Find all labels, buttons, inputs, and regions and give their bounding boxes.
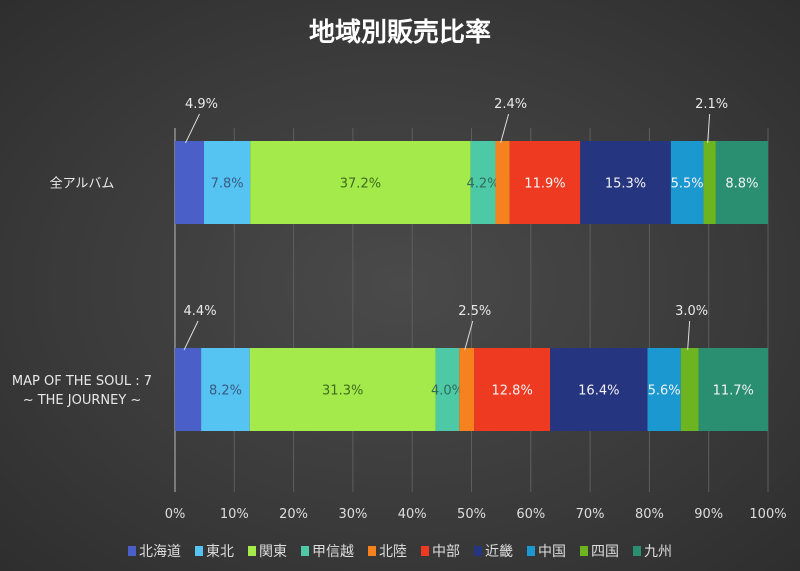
data-label: 37.2% [340,177,381,192]
legend-swatch [195,546,203,556]
data-label: 16.4% [578,384,619,399]
x-tick-label: 70% [576,507,605,522]
legend-label: 近畿 [485,544,513,560]
leader-line [707,113,711,144]
leader-line [687,320,691,351]
bar-segment-中部 [474,348,551,431]
bar-segment-北陸 [495,141,510,224]
x-tick-label: 40% [398,507,427,522]
bar-segment-九州 [698,348,768,431]
x-tick-label: 0% [165,507,186,522]
x-tick-label: 80% [635,507,664,522]
data-label: 15.3% [605,177,646,192]
bar-segment-近畿 [580,141,671,224]
bar-segment-東北 [201,348,250,431]
legend: 北海道 東北 関東 甲信越 北陸 中部 近畿 中国 四国 九州 [0,541,800,561]
data-label: 12.8% [492,384,533,399]
data-label: 2.4% [494,97,527,112]
x-tick-label: 10% [220,507,249,522]
legend-swatch [633,546,641,556]
bar-segment-近畿 [550,348,648,431]
data-label: 5.5% [671,177,704,192]
legend-label: 関東 [259,544,287,560]
legend-label: 東北 [206,544,234,560]
x-tick-label: 100% [749,507,786,522]
data-label: 11.9% [524,177,565,192]
data-label: 8.8% [725,177,758,192]
legend-item: 九州 [633,541,672,561]
legend-item: 近畿 [474,541,513,561]
data-label: 4.9% [185,97,218,112]
data-label: 4.2% [467,177,500,192]
data-label: 2.5% [458,304,491,319]
category-label: 全アルバム [50,176,115,192]
legend-item: 北海道 [128,541,181,561]
legend-item: 中部 [421,541,460,561]
legend-swatch [527,546,535,556]
bar-segment-中部 [509,141,581,224]
bar-segment-北陸 [459,348,475,431]
legend-swatch [248,546,256,556]
bar-segment-関東 [249,348,436,431]
data-label: 31.3% [322,384,363,399]
legend-label: 中部 [432,544,460,560]
legend-label: 九州 [644,544,672,560]
bar-segment-甲信越 [470,141,496,224]
x-tick-label: 90% [694,507,723,522]
leader-line [500,113,510,144]
bar-segment-四国 [703,141,716,224]
legend-label: 四国 [591,544,619,560]
bar-segment-中国 [647,348,681,431]
data-label: 7.8% [211,177,244,192]
legend-label: 中国 [538,544,566,560]
bar-segment-中国 [670,141,704,224]
leader-line [464,320,474,351]
bar-segment-北海道 [175,141,205,224]
data-label: 11.7% [713,384,754,399]
category-label: MAP OF THE SOUL : 7 [12,374,152,389]
legend-swatch [474,546,482,556]
x-tick-label: 60% [516,507,545,522]
legend-label: 北海道 [139,544,181,560]
legend-label: 甲信越 [312,544,354,560]
bar-segment-甲信越 [435,348,460,431]
legend-swatch [301,546,309,556]
legend-item: 東北 [195,541,234,561]
data-label: 3.0% [675,304,708,319]
legend-label: 北陸 [379,544,407,560]
data-label: 4.0% [431,384,464,399]
leader-line [183,320,199,351]
bar-segment-関東 [250,141,471,224]
chart-title: 地域別販売比率 [308,18,491,48]
bar-segment-東北 [204,141,251,224]
data-label: 2.1% [695,97,728,112]
x-tick-label: 20% [279,507,308,522]
legend-swatch [421,546,429,556]
legend-item: 四国 [580,541,619,561]
data-label: 8.2% [209,384,242,399]
data-label: 4.4% [184,304,217,319]
legend-swatch [128,546,136,556]
category-label: ~ THE JOURNEY ~ [23,393,142,408]
data-label: 5.6% [648,384,681,399]
legend-swatch [368,546,376,556]
legend-item: 関東 [248,541,287,561]
legend-item: 中国 [527,541,566,561]
bar-segment-四国 [680,348,699,431]
legend-swatch [580,546,588,556]
bar-segment-九州 [715,141,768,224]
legend-item: 北陸 [368,541,407,561]
bar-segment-北海道 [175,348,202,431]
x-tick-label: 50% [457,507,486,522]
x-tick-label: 30% [338,507,367,522]
leader-line [185,113,200,144]
legend-item: 甲信越 [301,541,354,561]
